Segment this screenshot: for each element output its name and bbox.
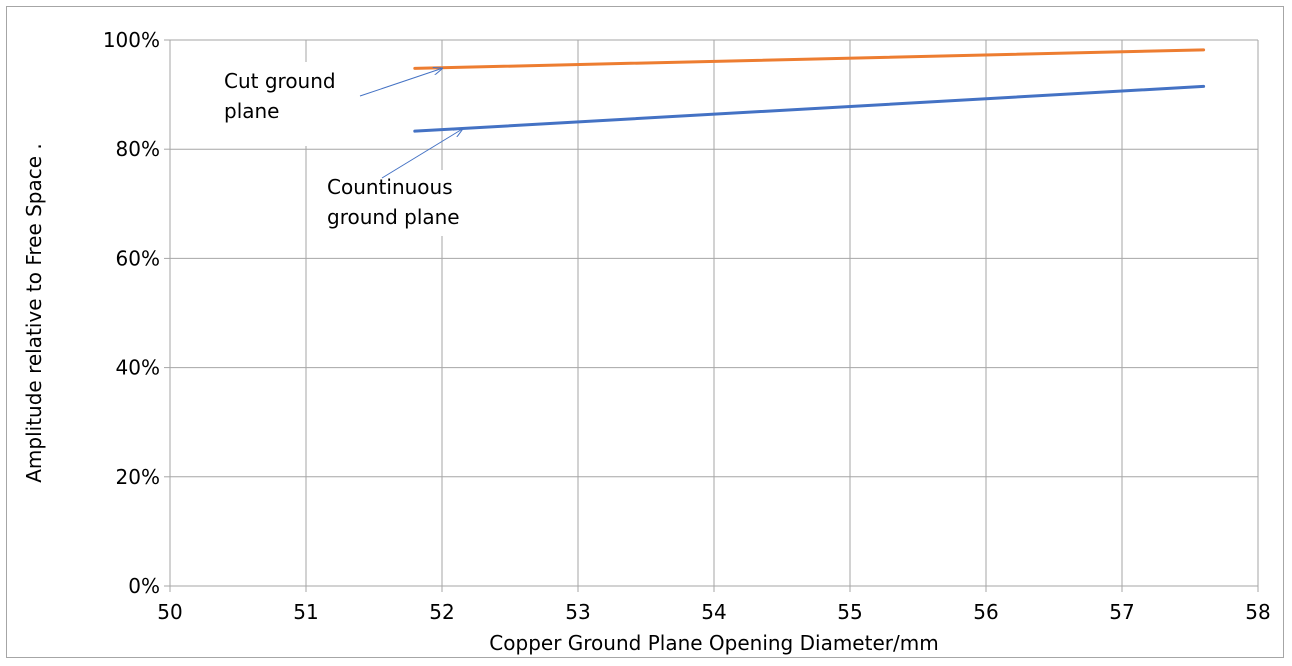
annotation-text: Cut ground [224, 69, 336, 93]
annotation-2: Countinuous ground plane [318, 129, 488, 236]
x-axis-label: Copper Ground Plane Opening Diameter/mm [489, 631, 938, 655]
x-tick-label: 55 [837, 600, 862, 624]
annotation-text: plane [224, 99, 280, 123]
y-tick-label: 60% [116, 246, 160, 270]
x-tick-label: 53 [565, 600, 590, 624]
gridlines [164, 39, 1259, 592]
annotation-1: Cut ground plane [218, 62, 442, 146]
series-lines [413, 48, 1206, 133]
x-tick-label: 50 [157, 600, 182, 624]
tick-labels: 0% 20% 40% 60% 80% 100% 50 51 52 53 54 55 56 57 58 [103, 28, 1271, 624]
series-line-2 [413, 84, 1206, 133]
y-tick-label: 20% [116, 465, 160, 489]
x-tick-label: 51 [293, 600, 318, 624]
annotation-text: Countinuous [327, 175, 453, 199]
annotation-bg [318, 170, 488, 236]
x-tick-label: 56 [973, 600, 998, 624]
annotation-arrow [381, 129, 462, 179]
series-line-1 [413, 48, 1206, 70]
y-tick-label: 0% [128, 574, 160, 598]
annotation-text: ground plane [327, 205, 460, 229]
annotations: Cut ground plane Countinuous ground plane [218, 62, 488, 236]
x-tick-label: 52 [429, 600, 454, 624]
annotation-arrow [359, 68, 442, 97]
y-tick-label: 80% [116, 137, 160, 161]
x-tick-label: 54 [701, 600, 726, 624]
y-axis-label: Amplitude relative to Free Space . [22, 143, 46, 483]
y-tick-label: 40% [116, 356, 160, 380]
x-tick-label: 58 [1245, 600, 1270, 624]
annotation-bg [218, 62, 366, 146]
x-tick-label: 57 [1109, 600, 1134, 624]
y-tick-label: 100% [103, 28, 160, 52]
